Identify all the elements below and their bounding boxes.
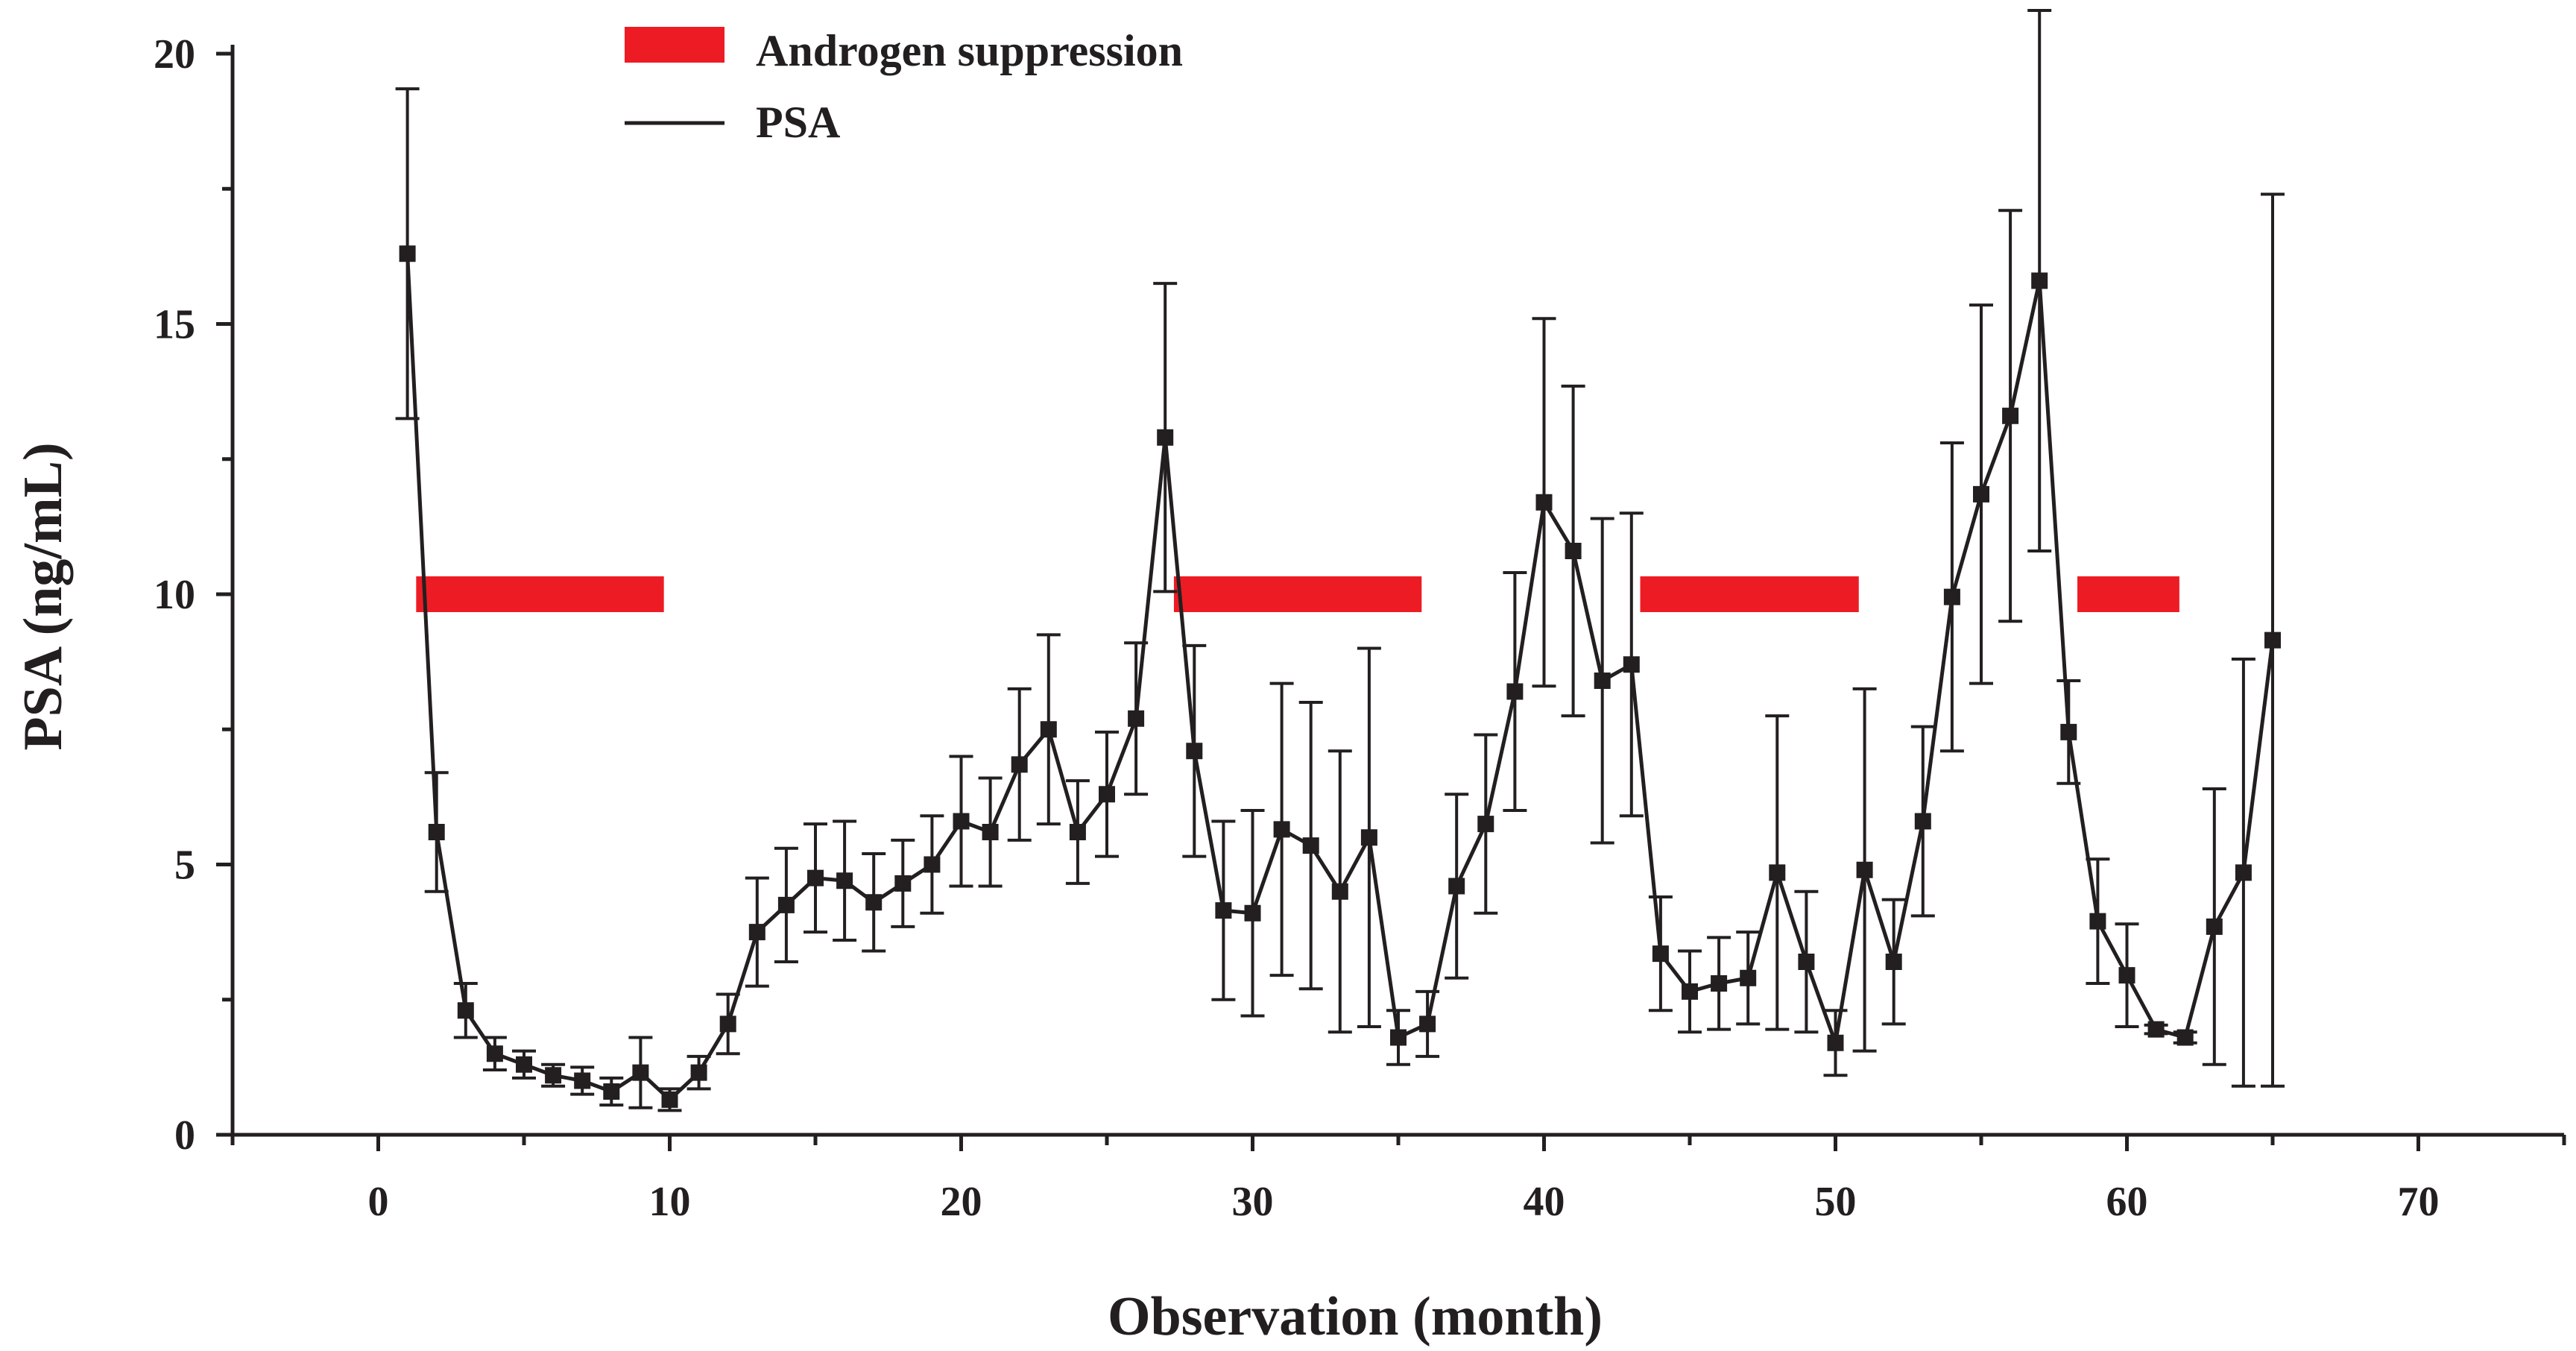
legend-suppression-swatch bbox=[625, 27, 724, 63]
x-tick-label: 20 bbox=[941, 1179, 982, 1225]
psa-point bbox=[2264, 632, 2281, 649]
psa-point bbox=[2060, 723, 2077, 740]
psa-point bbox=[1273, 821, 1290, 838]
y-ticks: 0 5 10 15 20 bbox=[154, 31, 233, 1159]
x-tick-label: 0 bbox=[368, 1179, 389, 1225]
psa-point bbox=[1302, 837, 1319, 854]
psa-point bbox=[1506, 683, 1524, 700]
x-tick-label: 30 bbox=[1232, 1179, 1274, 1225]
y-tick-label: 10 bbox=[154, 572, 195, 618]
psa-point bbox=[428, 824, 445, 840]
psa-point bbox=[1099, 786, 1115, 803]
psa-point bbox=[1069, 824, 1086, 840]
legend: Androgen suppression PSA bbox=[625, 26, 1183, 147]
psa-point bbox=[1128, 710, 1145, 727]
androgen-suppression-bar bbox=[1173, 576, 1422, 612]
psa-point bbox=[661, 1091, 678, 1108]
psa-point bbox=[1594, 673, 1611, 689]
psa-point bbox=[807, 869, 824, 887]
psa-point bbox=[1186, 743, 1203, 760]
psa-point bbox=[2002, 407, 2019, 424]
psa-point bbox=[1360, 829, 1377, 846]
psa-point bbox=[1827, 1034, 1844, 1051]
x-tick-label: 10 bbox=[649, 1179, 691, 1225]
psa-point bbox=[399, 245, 416, 262]
psa-point bbox=[1477, 816, 1494, 833]
legend-psa-label: PSA bbox=[756, 98, 840, 147]
y-tick-label: 20 bbox=[154, 31, 195, 78]
psa-point bbox=[1711, 975, 1728, 992]
psa-point bbox=[1798, 954, 1815, 970]
psa-point bbox=[1535, 494, 1553, 511]
psa-point bbox=[982, 824, 999, 840]
x-tick-label: 60 bbox=[2106, 1179, 2148, 1225]
error-bars bbox=[395, 9, 2285, 1112]
psa-point bbox=[2118, 967, 2135, 984]
psa-point bbox=[1331, 883, 1348, 900]
psa-point bbox=[457, 1002, 474, 1019]
androgen-suppression-bar bbox=[1640, 576, 1859, 612]
psa-point bbox=[1652, 945, 1669, 963]
psa-point bbox=[2176, 1029, 2194, 1046]
psa-point bbox=[2031, 272, 2048, 289]
axes: 0 10 20 30 40 50 60 70 0 5 10 15 20 bbox=[154, 31, 2566, 1225]
psa-point bbox=[1011, 756, 1028, 773]
psa-markers bbox=[399, 245, 2281, 1108]
psa-point bbox=[2089, 913, 2106, 930]
psa-point bbox=[486, 1045, 503, 1062]
psa-point bbox=[719, 1015, 736, 1033]
y-tick-label: 5 bbox=[174, 843, 195, 889]
psa-point bbox=[1157, 429, 1174, 446]
androgen-suppression-bar bbox=[2077, 576, 2179, 612]
psa-point bbox=[2147, 1021, 2165, 1038]
psa-point bbox=[865, 894, 883, 911]
psa-point bbox=[1885, 954, 1902, 970]
psa-point bbox=[1682, 983, 1698, 1000]
psa-point bbox=[1040, 721, 1057, 738]
x-tick-label: 40 bbox=[1524, 1179, 1565, 1225]
psa-series bbox=[395, 9, 2285, 1112]
psa-point bbox=[516, 1056, 532, 1073]
psa-point bbox=[690, 1064, 707, 1081]
psa-point bbox=[1244, 904, 1261, 922]
androgen-suppression-bar bbox=[416, 576, 664, 612]
psa-point bbox=[1565, 543, 1582, 559]
psa-point bbox=[574, 1072, 591, 1089]
psa-point bbox=[1856, 861, 1873, 878]
psa-point bbox=[545, 1067, 562, 1084]
psa-point bbox=[1769, 864, 1786, 881]
y-axis-title: PSA (ng/mL) bbox=[13, 442, 74, 750]
suppression-bars bbox=[416, 576, 2179, 612]
psa-point bbox=[1390, 1029, 1407, 1046]
psa-point bbox=[1419, 1015, 1436, 1033]
psa-point bbox=[777, 896, 795, 913]
psa-point bbox=[748, 924, 765, 941]
x-axis-title: Observation (month) bbox=[1108, 1286, 1603, 1347]
legend-suppression-label: Androgen suppression bbox=[756, 26, 1183, 75]
x-tick-label: 70 bbox=[2398, 1179, 2440, 1225]
psa-point bbox=[632, 1064, 649, 1081]
psa-point bbox=[603, 1083, 620, 1100]
y-tick-label: 0 bbox=[174, 1112, 195, 1159]
psa-point bbox=[2235, 864, 2252, 881]
x-ticks: 0 10 20 30 40 50 60 70 bbox=[230, 1135, 2566, 1225]
psa-point bbox=[1973, 485, 1989, 503]
psa-point bbox=[836, 872, 853, 889]
psa-point bbox=[1215, 902, 1232, 919]
psa-point bbox=[1740, 969, 1757, 986]
psa-point bbox=[894, 875, 912, 892]
psa-point bbox=[953, 813, 970, 830]
psa-point bbox=[924, 856, 941, 873]
y-tick-label: 15 bbox=[154, 302, 195, 348]
x-tick-label: 50 bbox=[1815, 1179, 1857, 1225]
psa-point bbox=[1914, 813, 1931, 830]
psa-point bbox=[2206, 918, 2223, 935]
psa-point bbox=[1623, 656, 1640, 673]
psa-point bbox=[1448, 878, 1465, 895]
psa-point bbox=[1943, 588, 1960, 605]
